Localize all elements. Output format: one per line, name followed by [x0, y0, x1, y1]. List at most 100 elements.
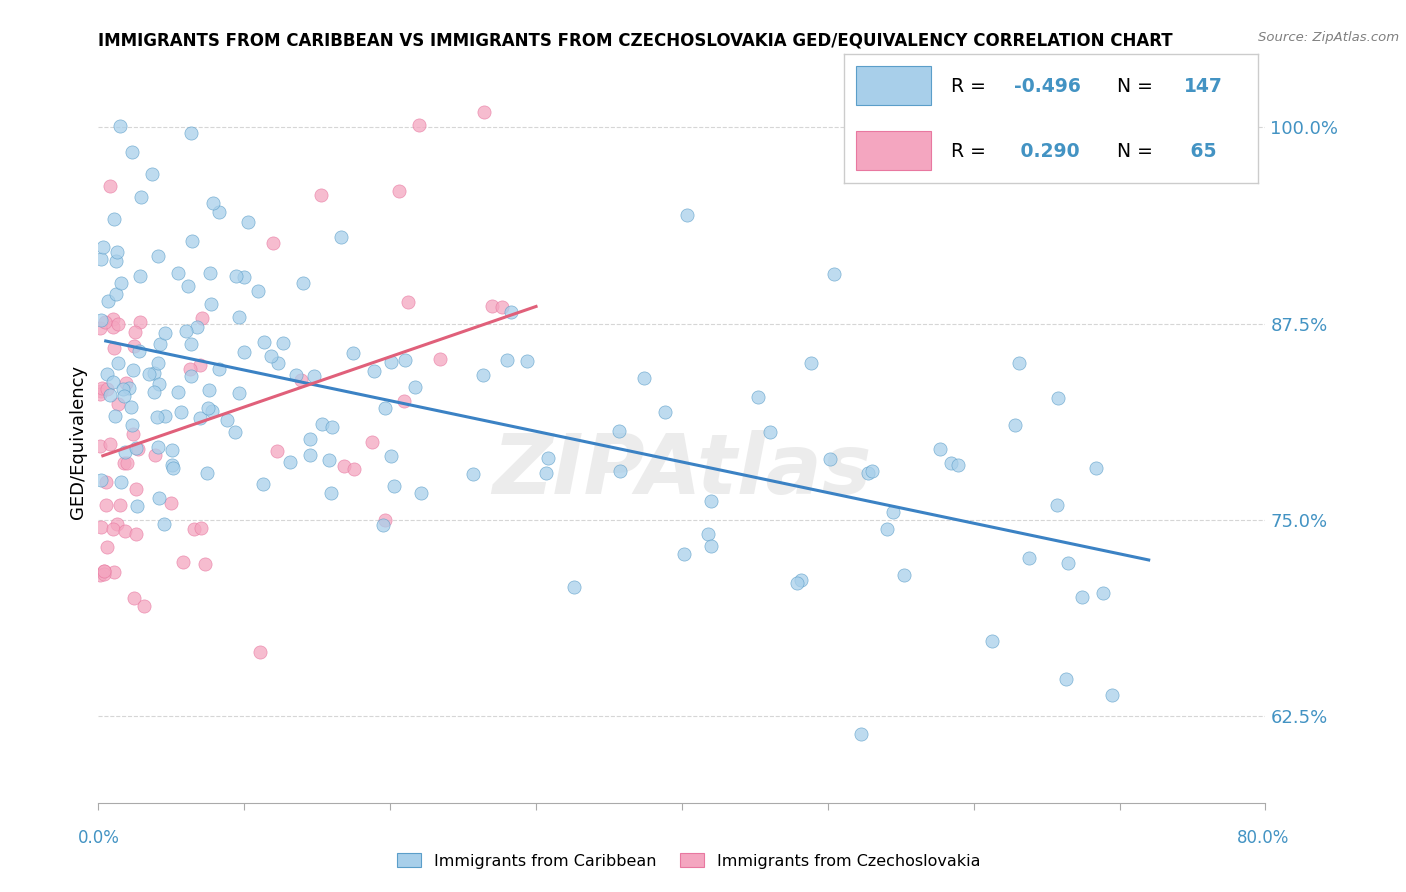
Point: [429, 351, 451, 366]
Point: [101, 375, 124, 389]
Point: [146, 440, 169, 454]
Point: [153, 409, 176, 424]
Point: [160, 496, 183, 510]
Point: [330, 229, 353, 244]
Point: [110, 475, 132, 489]
Point: [860, 464, 883, 478]
Point: [1054, 672, 1077, 686]
Point: [125, 482, 148, 496]
Point: [1071, 590, 1094, 604]
Point: [125, 499, 148, 513]
Point: [129, 315, 152, 329]
Point: [162, 460, 184, 475]
Text: R =: R =: [952, 142, 993, 161]
Point: [380, 449, 402, 463]
Point: [148, 491, 170, 505]
Point: [122, 362, 145, 376]
Point: [382, 479, 405, 493]
Point: [105, 245, 128, 260]
Point: [280, 455, 302, 469]
Point: [481, 299, 503, 313]
Point: [380, 355, 402, 369]
Point: [495, 353, 517, 368]
Y-axis label: GED/Equivalency: GED/Equivalency: [69, 365, 87, 518]
Point: [609, 464, 631, 478]
Point: [893, 568, 915, 582]
Point: [138, 367, 160, 381]
Point: [103, 565, 125, 579]
Point: [363, 363, 385, 377]
Point: [160, 442, 183, 457]
Point: [200, 296, 222, 310]
Point: [253, 335, 276, 350]
Point: [398, 295, 420, 310]
Point: [115, 456, 138, 470]
Point: [96, 540, 118, 554]
Point: [114, 524, 136, 538]
Point: [128, 269, 150, 284]
Point: [188, 410, 211, 425]
Point: [246, 284, 269, 298]
Point: [120, 401, 142, 415]
Point: [394, 352, 416, 367]
Point: [96, 368, 118, 382]
Point: [700, 493, 723, 508]
Point: [537, 450, 560, 465]
Point: [882, 505, 904, 519]
Point: [89, 387, 111, 401]
Point: [186, 320, 208, 334]
Point: [472, 368, 495, 382]
Point: [190, 520, 212, 534]
Point: [98, 179, 121, 194]
Point: [195, 467, 218, 481]
Point: [128, 343, 150, 358]
Point: [342, 346, 364, 360]
Point: [201, 404, 224, 418]
Text: Source: ZipAtlas.com: Source: ZipAtlas.com: [1258, 31, 1399, 45]
Point: [166, 385, 188, 400]
Text: ZIPAtlas: ZIPAtlas: [492, 430, 872, 511]
Point: [90, 252, 112, 267]
Point: [411, 485, 433, 500]
Point: [114, 376, 136, 390]
Point: [371, 518, 394, 533]
Point: [142, 385, 165, 400]
Point: [132, 599, 155, 613]
Point: [103, 341, 125, 355]
Text: 80.0%: 80.0%: [1236, 829, 1289, 847]
Point: [103, 319, 125, 334]
Point: [172, 555, 194, 569]
Point: [90, 520, 112, 534]
Point: [225, 268, 247, 283]
Point: [91, 381, 114, 395]
Point: [633, 370, 655, 384]
Point: [108, 498, 131, 512]
Point: [166, 266, 188, 280]
Point: [91, 240, 114, 254]
Point: [183, 522, 205, 536]
Point: [1101, 688, 1123, 702]
Point: [1057, 556, 1080, 570]
Point: [194, 558, 217, 572]
Point: [800, 356, 823, 370]
Point: [93, 564, 115, 578]
Point: [980, 633, 1002, 648]
Text: 147: 147: [1184, 77, 1223, 96]
Point: [110, 276, 132, 290]
Point: [208, 362, 231, 376]
Point: [823, 267, 845, 281]
Point: [188, 358, 211, 372]
Point: [90, 313, 112, 327]
Point: [103, 522, 125, 536]
Point: [177, 279, 200, 293]
Point: [149, 336, 172, 351]
Point: [747, 390, 769, 404]
Point: [224, 425, 246, 439]
Text: 0.290: 0.290: [1014, 142, 1080, 161]
Point: [516, 354, 538, 368]
Bar: [856, 131, 931, 170]
Point: [114, 444, 136, 458]
Point: [107, 397, 129, 411]
Point: [292, 276, 315, 290]
Point: [148, 249, 170, 263]
